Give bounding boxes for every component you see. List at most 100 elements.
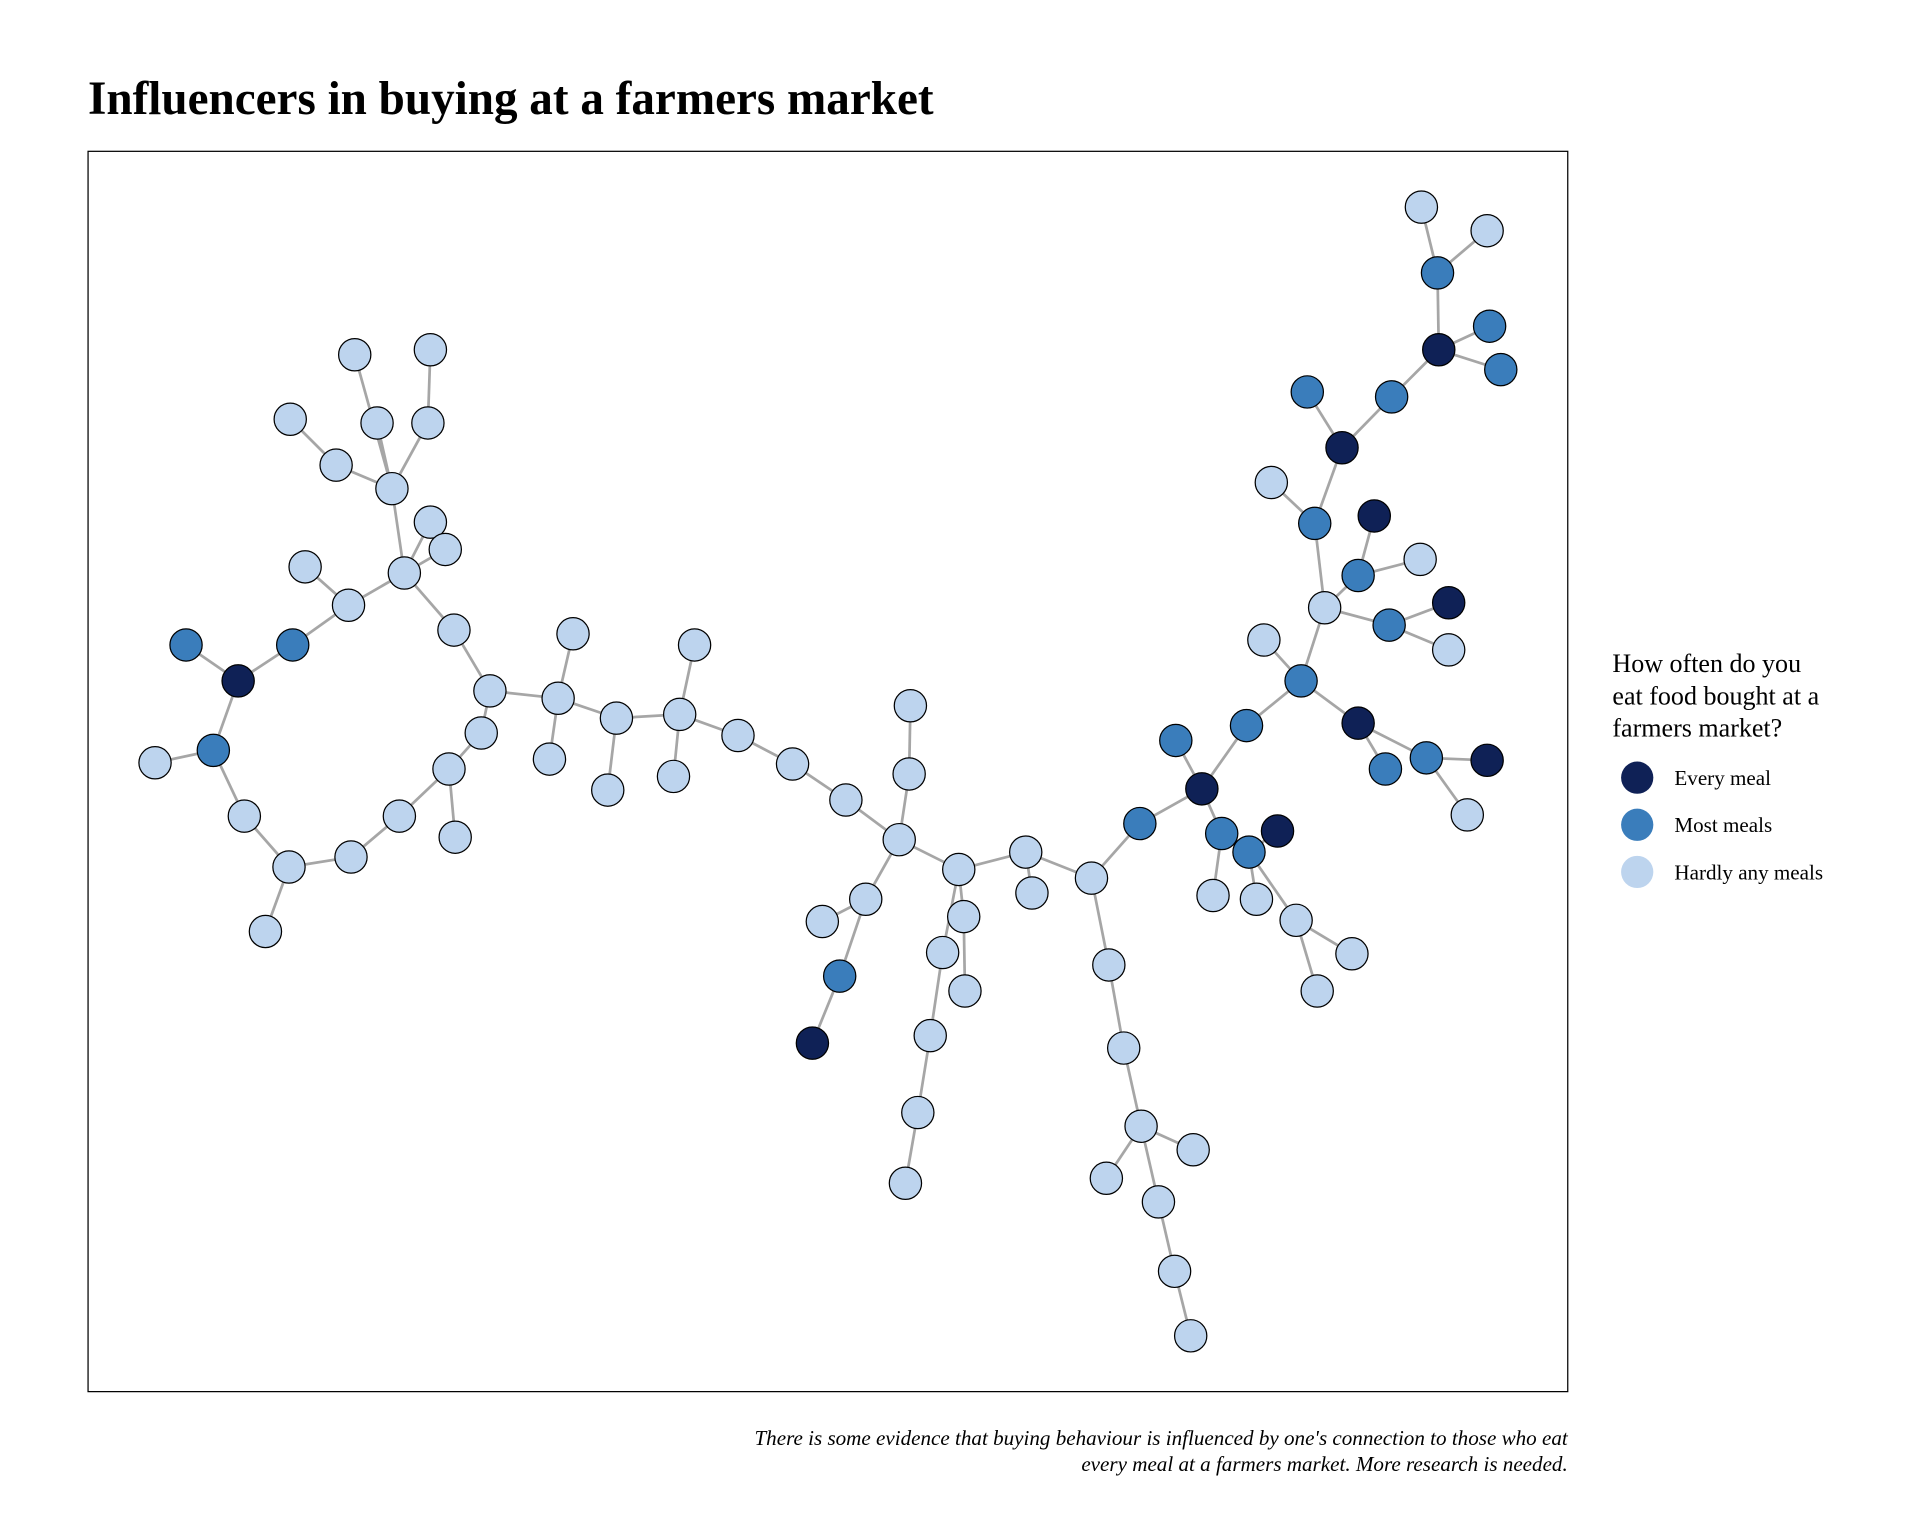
node — [1279, 903, 1313, 938]
caption: There is some evidence that buying behav… — [754, 1426, 1568, 1476]
node — [337, 337, 372, 372]
legend-label: Hardly any meals — [1674, 860, 1823, 884]
node — [169, 628, 203, 662]
node — [331, 588, 366, 623]
node — [464, 716, 498, 750]
legend-swatch — [1621, 761, 1654, 794]
caption-line: every meal at a farmers market. More res… — [1081, 1452, 1567, 1476]
node — [1159, 723, 1193, 758]
node — [275, 628, 310, 662]
node — [721, 718, 755, 753]
node — [1368, 752, 1403, 786]
node — [656, 759, 691, 794]
node — [1092, 948, 1126, 982]
node — [913, 1018, 947, 1053]
node — [413, 505, 448, 539]
node — [1431, 586, 1466, 620]
node — [1204, 816, 1239, 851]
node — [411, 406, 445, 440]
node — [942, 852, 976, 887]
node — [1420, 256, 1455, 290]
node — [662, 697, 697, 732]
nodes — [138, 190, 1518, 1353]
node — [1357, 499, 1392, 533]
node — [248, 914, 283, 949]
node — [360, 406, 394, 440]
legend-title: eat food bought at a — [1612, 681, 1819, 710]
node — [1247, 623, 1281, 657]
node — [893, 688, 928, 723]
node — [438, 820, 472, 854]
legend-swatch — [1621, 855, 1654, 889]
node — [1422, 333, 1456, 367]
node — [1341, 706, 1375, 740]
node — [677, 628, 712, 662]
node — [1284, 664, 1318, 698]
node — [273, 402, 307, 436]
node — [1431, 633, 1466, 667]
node — [1325, 431, 1359, 465]
legend-label: Every meal — [1674, 766, 1771, 790]
node — [473, 674, 507, 708]
node — [1260, 814, 1295, 848]
node — [1470, 743, 1504, 778]
node — [829, 783, 863, 817]
legend: How often do you eat food bought at a farm… — [1612, 649, 1823, 889]
node — [1403, 542, 1437, 577]
node — [805, 904, 840, 939]
node — [541, 681, 575, 716]
node — [387, 556, 422, 590]
node — [227, 799, 262, 833]
node — [882, 822, 916, 857]
legend-swatch — [1621, 808, 1654, 841]
node — [432, 752, 466, 786]
node — [946, 899, 981, 934]
node — [556, 617, 590, 651]
chart-title: Influencers in buying at a farmers marke… — [88, 73, 934, 125]
node — [775, 747, 810, 781]
node — [1185, 772, 1219, 806]
node — [138, 746, 172, 780]
legend-title: farmers market? — [1612, 714, 1782, 743]
node — [375, 471, 409, 506]
edges — [154, 206, 1502, 1337]
node — [1008, 835, 1043, 869]
node — [1106, 1031, 1141, 1065]
node — [1484, 352, 1518, 387]
caption-line: There is some evidence that buying behav… — [754, 1426, 1568, 1450]
node — [1254, 465, 1289, 500]
node — [591, 773, 625, 807]
node — [1335, 937, 1369, 971]
node — [221, 664, 255, 698]
node — [1123, 806, 1157, 841]
node — [428, 532, 463, 567]
node — [1124, 1109, 1158, 1143]
node — [1297, 506, 1332, 541]
node — [901, 1095, 935, 1130]
node — [196, 733, 231, 768]
node — [319, 448, 353, 482]
node — [1176, 1133, 1210, 1167]
node — [1173, 1319, 1208, 1353]
node — [1374, 380, 1409, 414]
node — [1229, 708, 1264, 743]
node — [532, 742, 567, 776]
node — [1141, 1185, 1176, 1219]
node — [1157, 1254, 1192, 1289]
node — [288, 550, 322, 584]
node — [888, 1166, 923, 1200]
node — [413, 333, 448, 367]
node — [272, 850, 306, 884]
node — [1239, 882, 1274, 916]
node — [1470, 213, 1504, 248]
node — [1450, 798, 1485, 832]
node — [848, 882, 883, 916]
node — [382, 799, 417, 833]
node — [1290, 375, 1325, 409]
node — [1472, 309, 1507, 343]
legend-title: How often do you — [1612, 649, 1801, 678]
panel — [87, 150, 1569, 1393]
node — [1074, 861, 1109, 895]
